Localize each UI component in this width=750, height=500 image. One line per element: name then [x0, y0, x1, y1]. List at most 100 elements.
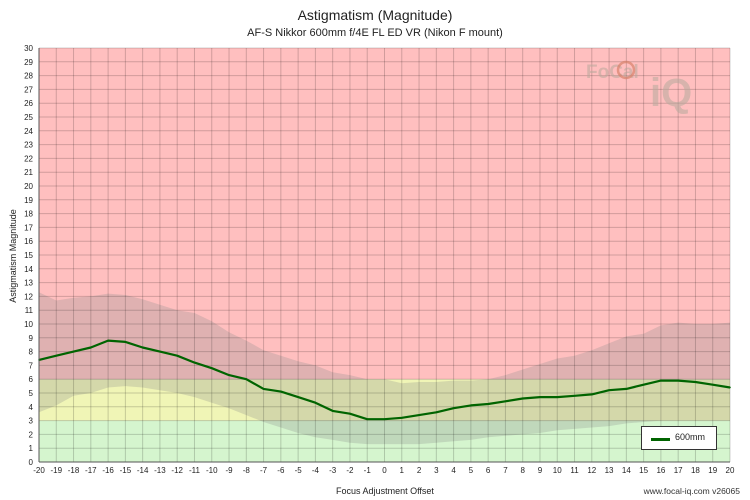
- y-tick-label: 8: [29, 348, 34, 357]
- x-tick-labels: -20 -19 -18 -17 -16 -15 -14 -13 -12 -11 -10 -9 -8 -7-…: [33, 466, 735, 475]
- series-point: [660, 379, 662, 382]
- y-tick-label: 12: [24, 292, 33, 301]
- logo-iq-text: iQ: [650, 71, 692, 114]
- x-tick-label: -17: [85, 466, 97, 475]
- series-point: [487, 403, 489, 405]
- series-point: [729, 386, 731, 389]
- series-point: [280, 390, 282, 393]
- x-tick-label: -12: [171, 466, 183, 475]
- focal-iq-logo: FoCal iQ: [586, 60, 692, 114]
- y-tick-label: 30: [24, 44, 33, 53]
- legend-swatch-600mm: [651, 438, 670, 441]
- series-point: [435, 411, 438, 414]
- x-tick-label: -13: [154, 466, 166, 475]
- series-point: [72, 350, 75, 353]
- series-point: [107, 339, 109, 342]
- x-tick-label: -16: [102, 466, 114, 475]
- x-tick-label: -5: [295, 466, 303, 475]
- series-point: [210, 367, 213, 369]
- x-tick-label: 3: [434, 466, 439, 475]
- chart-subtitle: AF-S Nikkor 600mm f/4E FL ED VR (Nikon F…: [247, 27, 503, 39]
- range-band: [39, 292, 730, 445]
- y-tick-label: 0: [29, 458, 34, 467]
- quality-zones: [39, 48, 730, 462]
- x-tick-label: 5: [469, 466, 474, 475]
- x-tick-label: -4: [312, 466, 320, 475]
- series-point: [521, 397, 524, 400]
- y-tick-label: 17: [24, 223, 33, 232]
- x-tick-label: 9: [538, 466, 543, 475]
- chart-legend: 600mm: [641, 426, 717, 450]
- series-point: [383, 418, 386, 421]
- x-tick-label: -1: [364, 466, 372, 475]
- y-tick-label: 21: [24, 168, 33, 177]
- x-tick-label: -10: [206, 466, 218, 475]
- series-point: [141, 346, 144, 349]
- series-point: [470, 404, 472, 407]
- x-tick-label: -6: [277, 466, 285, 475]
- y-tick-label: 26: [24, 99, 33, 108]
- series-point: [55, 354, 58, 357]
- x-tick-label: -14: [137, 466, 149, 475]
- series-point: [228, 374, 230, 376]
- y-tick-label: 20: [24, 182, 33, 191]
- series-point: [573, 394, 576, 397]
- series-point: [124, 341, 127, 343]
- y-tick-label: 29: [24, 58, 33, 67]
- y-tick-label: 2: [29, 430, 34, 439]
- y-tick-label: 9: [29, 334, 34, 343]
- chart-title: Astigmatism (Magnitude): [297, 7, 453, 23]
- y-tick-label: 25: [24, 113, 33, 122]
- x-tick-label: -20: [33, 466, 45, 475]
- series-point: [418, 414, 420, 416]
- zone-1: [39, 379, 730, 421]
- y-tick-label: 22: [24, 154, 33, 163]
- y-tick-label: 18: [24, 210, 33, 219]
- series-point: [159, 350, 161, 353]
- y-tick-label: 5: [29, 389, 34, 398]
- y-tick-label: 13: [24, 279, 33, 288]
- x-tick-label: 15: [639, 466, 648, 475]
- x-tick-label: -15: [120, 466, 132, 475]
- x-tick-label: 7: [503, 466, 508, 475]
- y-tick-label: 7: [29, 361, 34, 370]
- y-tick-label: 6: [29, 375, 34, 384]
- x-axis-label: Focus Adjustment Offset: [336, 486, 434, 496]
- x-tick-label: 13: [605, 466, 614, 475]
- series-point: [539, 396, 541, 398]
- y-tick-label: 3: [29, 417, 34, 426]
- y-tick-label: 27: [24, 85, 33, 94]
- series-point: [90, 346, 92, 349]
- x-tick-label: 10: [553, 466, 562, 475]
- x-tick-label: -3: [329, 466, 337, 475]
- series-point: [625, 388, 628, 390]
- y-tick-label: 15: [24, 251, 33, 260]
- series-point: [642, 383, 645, 386]
- x-tick-label: 0: [382, 466, 387, 475]
- x-tick-label: 19: [708, 466, 717, 475]
- series-point: [504, 400, 507, 403]
- series-point: [711, 383, 714, 386]
- y-tick-label: 14: [24, 265, 33, 274]
- y-tick-label: 28: [24, 72, 33, 81]
- series-point: [400, 417, 403, 419]
- x-tick-label: 16: [656, 466, 665, 475]
- x-tick-label: 8: [520, 466, 525, 475]
- series-point: [608, 389, 610, 392]
- x-tick-label: 20: [726, 466, 735, 475]
- series-point: [314, 401, 317, 404]
- x-tick-label: -19: [50, 466, 62, 475]
- watermark-text: www.focal-iq.com v26065: [643, 486, 740, 496]
- x-tick-label: 2: [417, 466, 422, 475]
- zone-0: [39, 420, 730, 462]
- y-tick-label: 23: [24, 141, 33, 150]
- series-point: [452, 407, 455, 409]
- x-tick-label: 17: [674, 466, 683, 475]
- x-tick-label: 1: [400, 466, 405, 475]
- y-tick-label: 19: [24, 196, 33, 205]
- zone-2: [39, 48, 730, 380]
- series-point: [694, 381, 697, 383]
- y-tick-labels: 0123456789101112131415161718192021222324…: [24, 44, 33, 467]
- y-tick-label: 11: [25, 306, 34, 315]
- y-axis-label: Astigmatism Magnitude: [8, 209, 18, 303]
